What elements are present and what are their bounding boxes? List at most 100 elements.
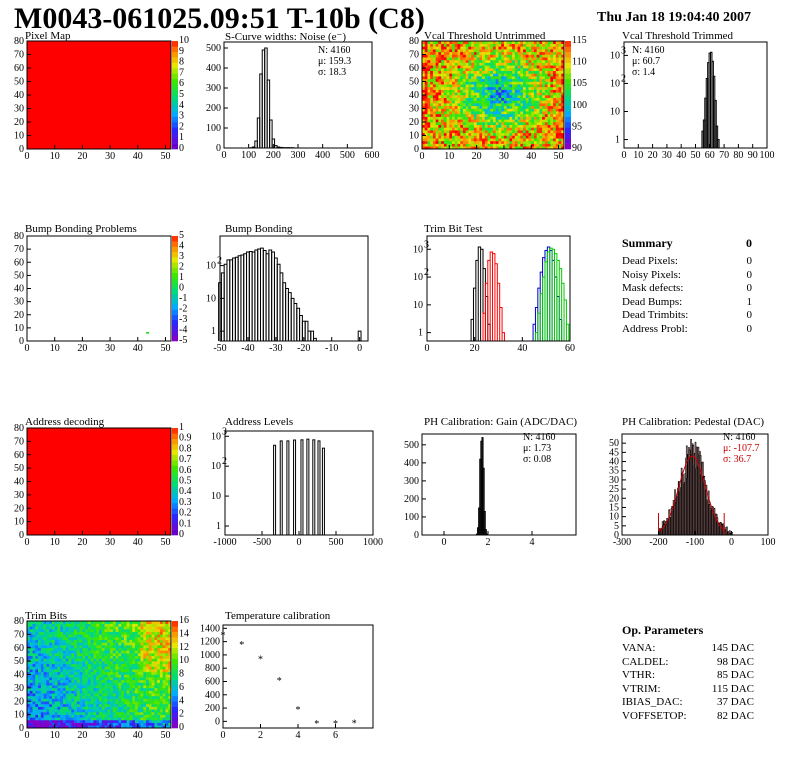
heatmap-cell (531, 49, 535, 53)
heatmap-cell (512, 65, 516, 69)
heatmap-cell (533, 89, 537, 93)
heatmap-cell (60, 719, 64, 723)
heatmap-cell (27, 679, 31, 683)
heatmap-cell (479, 119, 483, 123)
heatmap-cell (512, 73, 516, 77)
heatmap-cell (550, 51, 554, 55)
heatmap-cell (68, 687, 72, 691)
heatmap-cell (40, 661, 44, 665)
heatmap-cell (154, 663, 158, 667)
heatmap-cell (495, 143, 499, 147)
heatmap-cell (54, 698, 58, 702)
heatmap-cell (457, 49, 461, 53)
heatmap-cell (135, 677, 139, 681)
heatmap-cell (495, 92, 499, 96)
heatmap-cell (148, 639, 152, 643)
heatmap-cell (520, 62, 524, 66)
heatmap-cell (148, 714, 152, 718)
heatmap-cell (539, 54, 543, 58)
heatmap-cell (51, 685, 55, 689)
heatmap-cell (517, 146, 521, 150)
heatmap-cell (154, 679, 158, 683)
heatmap-cell (71, 666, 75, 670)
heatmap-cell (43, 725, 47, 729)
x-tick-label: 30 (105, 343, 115, 354)
color-scale-label: 0.8 (179, 443, 192, 454)
heatmap-cell (435, 100, 439, 104)
heatmap-cell (457, 68, 461, 71)
heatmap-cell (140, 647, 144, 651)
heatmap-cell (503, 105, 507, 109)
heatmap-cell (473, 122, 477, 125)
heatmap-cell (126, 701, 130, 705)
heatmap-cell (74, 679, 78, 683)
color-scale-segment (172, 320, 178, 326)
color-scale-label: 7 (179, 67, 184, 78)
heatmap-cell (79, 703, 83, 707)
heatmap-cell (148, 717, 152, 721)
heatmap-cell (96, 655, 100, 659)
heatmap-cell (520, 89, 524, 93)
heatmap-cell (536, 138, 540, 142)
heatmap-cell (465, 143, 469, 147)
heatmap-cell (438, 54, 442, 58)
heatmap-cell (547, 97, 551, 101)
heatmap-cell (129, 671, 133, 675)
heatmap-cell (449, 127, 453, 131)
heatmap-cell (32, 709, 36, 713)
heatmap-cell (35, 663, 39, 667)
heatmap-cell (555, 57, 559, 61)
heatmap-cell (493, 49, 497, 53)
heatmap-cell (555, 100, 559, 104)
heatmap-cell (468, 97, 472, 101)
heatmap-cell (435, 81, 439, 85)
heatmap-cell (517, 76, 521, 80)
heatmap-cell (115, 663, 119, 667)
heatmap-cell (432, 49, 436, 53)
heatmap-cell (452, 73, 456, 77)
heatmap-cell (112, 647, 116, 651)
heatmap-cell (165, 631, 169, 635)
heatmap-cell (520, 119, 524, 123)
heatmap-cell (482, 132, 486, 136)
heatmap-cell (493, 113, 497, 117)
heatmap-cell (51, 650, 55, 654)
heatmap-cell (126, 645, 130, 649)
heatmap-cell (46, 687, 50, 691)
heatmap-cell (495, 76, 499, 80)
heatmap-cell (104, 693, 108, 697)
x-tick-label: 90 (748, 150, 758, 161)
heatmap-cell (523, 108, 527, 112)
heatmap-cell (454, 140, 458, 144)
heatmap-cell (159, 669, 163, 673)
heatmap-cell (514, 135, 518, 139)
heatmap-cell (452, 119, 456, 123)
heatmap-cell (465, 132, 469, 136)
heatmap-cell (523, 124, 527, 128)
heatmap-cell (495, 135, 499, 139)
heatmap-cell (525, 89, 529, 93)
heatmap-cell (544, 143, 548, 147)
heatmap-cell (547, 130, 551, 134)
heatmap-cell (490, 111, 494, 115)
heatmap-cell (490, 51, 494, 55)
heatmap-cell (493, 119, 497, 123)
heatmap-cell (536, 89, 540, 93)
heatmap-cell (140, 711, 144, 715)
heatmap-cell (430, 51, 434, 55)
heatmap-cell (168, 637, 172, 641)
heatmap-cell (422, 89, 426, 93)
heatmap-cell (547, 143, 551, 147)
heatmap-cell (154, 658, 158, 662)
heatmap-cell (54, 661, 58, 665)
color-scale-segment (172, 711, 178, 718)
color-scale-segment (565, 143, 571, 150)
heatmap-cell (96, 653, 100, 657)
heatmap-cell (74, 653, 78, 657)
heatmap-cell (443, 62, 447, 66)
heatmap-cell (533, 41, 537, 44)
heatmap-cell (40, 653, 44, 657)
heatmap-cell (484, 132, 488, 136)
heatmap-cell (547, 105, 551, 109)
